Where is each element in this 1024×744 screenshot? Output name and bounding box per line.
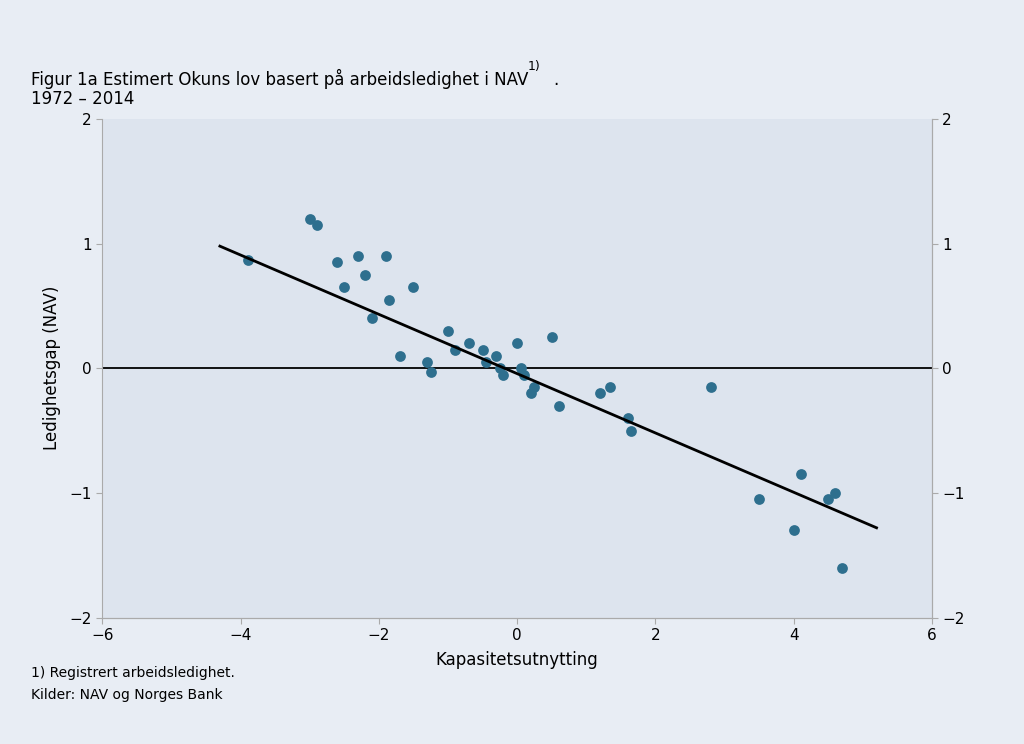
Text: 1972 – 2014: 1972 – 2014	[31, 90, 134, 108]
Point	[522, 387, 539, 399]
Point	[446, 344, 463, 356]
Point	[364, 312, 380, 324]
Point	[478, 356, 495, 368]
Point	[623, 425, 639, 437]
Point	[526, 381, 543, 393]
Point	[391, 350, 408, 362]
Text: Kilder: NAV og Norges Bank: Kilder: NAV og Norges Bank	[31, 688, 222, 702]
Point	[592, 387, 608, 399]
Point	[419, 356, 435, 368]
Point	[336, 281, 352, 293]
Point	[406, 281, 422, 293]
Point	[509, 338, 525, 350]
Point	[240, 254, 256, 266]
Point	[378, 250, 394, 262]
Point	[492, 362, 508, 374]
Point	[785, 525, 802, 536]
X-axis label: Kapasitetsutnytting: Kapasitetsutnytting	[436, 651, 598, 670]
Point	[834, 562, 850, 574]
Text: 1): 1)	[528, 60, 541, 73]
Point	[551, 400, 567, 411]
Point	[516, 368, 532, 380]
Point	[423, 366, 439, 378]
Text: 1) Registrert arbeidsledighet.: 1) Registrert arbeidsledighet.	[31, 666, 234, 680]
Point	[461, 338, 477, 350]
Point	[620, 412, 636, 424]
Point	[381, 294, 397, 306]
Point	[474, 344, 490, 356]
Point	[496, 368, 512, 380]
Y-axis label: Ledighetsgap (NAV): Ledighetsgap (NAV)	[43, 286, 61, 450]
Point	[308, 219, 325, 231]
Point	[827, 487, 844, 498]
Point	[350, 250, 367, 262]
Point	[602, 381, 618, 393]
Point	[793, 468, 809, 480]
Point	[356, 269, 373, 280]
Text: .: .	[554, 71, 559, 89]
Point	[544, 331, 560, 343]
Point	[330, 257, 346, 269]
Point	[301, 213, 317, 225]
Point	[512, 362, 528, 374]
Point	[488, 350, 505, 362]
Point	[440, 325, 457, 337]
Point	[820, 493, 837, 505]
Point	[702, 381, 719, 393]
Text: Figur 1a Estimert Okuns lov basert på arbeidsledighet i NAV: Figur 1a Estimert Okuns lov basert på ar…	[31, 69, 528, 89]
Point	[751, 493, 767, 505]
